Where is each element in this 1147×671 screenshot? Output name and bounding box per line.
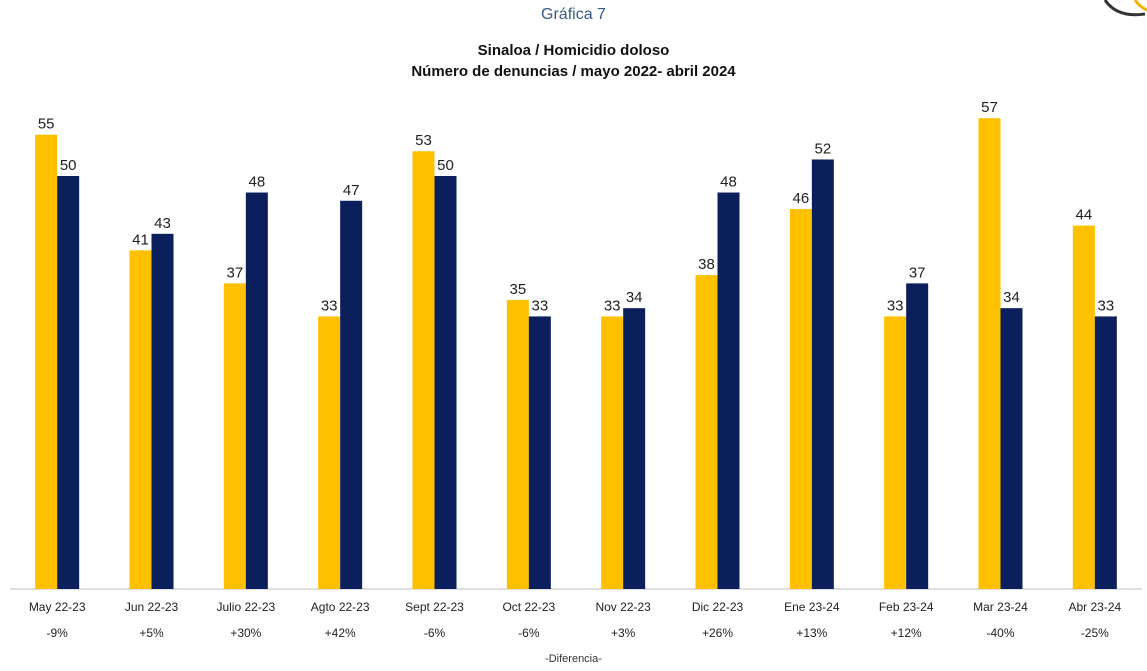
data-label: 34 bbox=[1003, 289, 1020, 306]
bar-series1 bbox=[789, 209, 812, 590]
difference-label: +13% bbox=[796, 626, 827, 640]
bar-series1 bbox=[884, 316, 907, 589]
data-label: 33 bbox=[531, 297, 548, 314]
difference-label: +5% bbox=[139, 626, 164, 640]
data-label: 33 bbox=[604, 297, 621, 314]
difference-footer: -Diferencia- bbox=[545, 653, 602, 665]
difference-label: -6% bbox=[518, 626, 540, 640]
data-label: 50 bbox=[60, 157, 77, 174]
data-label: 33 bbox=[887, 297, 904, 314]
bar-series2 bbox=[906, 283, 929, 589]
x-tick-label: Julio 22-23 bbox=[216, 600, 275, 614]
bar-series2 bbox=[623, 308, 646, 589]
bar-series1 bbox=[506, 299, 529, 589]
chart-subtitle: Número de denuncias / mayo 2022- abril 2… bbox=[411, 63, 736, 80]
x-tick-label: Feb 23-24 bbox=[879, 600, 934, 614]
bar-series2 bbox=[1094, 316, 1117, 589]
bar-series2 bbox=[340, 200, 363, 589]
bar-series1 bbox=[412, 151, 435, 589]
data-label: 53 bbox=[415, 132, 432, 149]
data-label: 34 bbox=[626, 289, 643, 306]
bar-series2 bbox=[717, 192, 740, 589]
difference-label: +3% bbox=[611, 626, 636, 640]
bar-series1 bbox=[129, 250, 152, 589]
data-label: 38 bbox=[698, 256, 715, 273]
x-tick-label: Sept 22-23 bbox=[405, 600, 464, 614]
bar-series2 bbox=[57, 176, 80, 589]
figure-number: Gráfica 7 bbox=[541, 6, 606, 23]
x-tick-label: May 22-23 bbox=[29, 600, 86, 614]
x-tick-label: Mar 23-24 bbox=[973, 600, 1028, 614]
bar-series2 bbox=[528, 316, 551, 589]
bar-series2 bbox=[434, 176, 457, 589]
x-tick-label: Dic 22-23 bbox=[692, 600, 744, 614]
x-tick-label: Jun 22-23 bbox=[125, 600, 179, 614]
x-tick-label: Oct 22-23 bbox=[502, 600, 555, 614]
bar-series1 bbox=[601, 316, 624, 589]
data-label: 46 bbox=[792, 190, 809, 207]
x-tick-label: Abr 23-24 bbox=[1068, 600, 1121, 614]
bar-series1 bbox=[318, 316, 341, 589]
difference-label: +30% bbox=[230, 626, 261, 640]
data-label: 57 bbox=[981, 99, 998, 116]
x-tick-label: Ene 23-24 bbox=[784, 600, 840, 614]
bar-series1 bbox=[695, 275, 718, 589]
x-tick-label: Nov 22-23 bbox=[595, 600, 651, 614]
data-label: 50 bbox=[437, 157, 454, 174]
difference-label: +42% bbox=[325, 626, 356, 640]
data-label: 35 bbox=[509, 281, 526, 298]
bar-series2 bbox=[1000, 308, 1023, 589]
bar-series1 bbox=[35, 134, 58, 589]
data-label: 33 bbox=[1097, 297, 1114, 314]
bar-series1 bbox=[223, 283, 246, 589]
data-label: 48 bbox=[720, 174, 737, 191]
bar-series2 bbox=[811, 159, 834, 590]
data-label: 44 bbox=[1075, 207, 1092, 224]
x-tick-label: Agto 22-23 bbox=[311, 600, 370, 614]
logo-icon bbox=[1103, 0, 1147, 17]
difference-label: -25% bbox=[1081, 626, 1109, 640]
data-label: 33 bbox=[321, 297, 338, 314]
bar-series1 bbox=[978, 118, 1001, 590]
bar-series1 bbox=[1072, 225, 1095, 589]
data-label: 55 bbox=[38, 116, 55, 133]
data-label: 41 bbox=[132, 231, 149, 248]
data-label: 37 bbox=[226, 264, 243, 281]
data-label: 52 bbox=[814, 140, 831, 157]
chart-title: Sinaloa / Homicidio doloso bbox=[477, 42, 670, 59]
bar-series2 bbox=[245, 192, 268, 589]
difference-label: -9% bbox=[46, 626, 68, 640]
difference-label: +12% bbox=[891, 626, 922, 640]
difference-label: +26% bbox=[702, 626, 733, 640]
data-label: 37 bbox=[909, 264, 926, 281]
difference-label: -6% bbox=[424, 626, 446, 640]
data-label: 48 bbox=[248, 174, 265, 191]
data-label: 47 bbox=[343, 182, 360, 199]
bar-series2 bbox=[151, 233, 174, 589]
data-label: 43 bbox=[154, 215, 171, 232]
difference-label: -40% bbox=[986, 626, 1014, 640]
